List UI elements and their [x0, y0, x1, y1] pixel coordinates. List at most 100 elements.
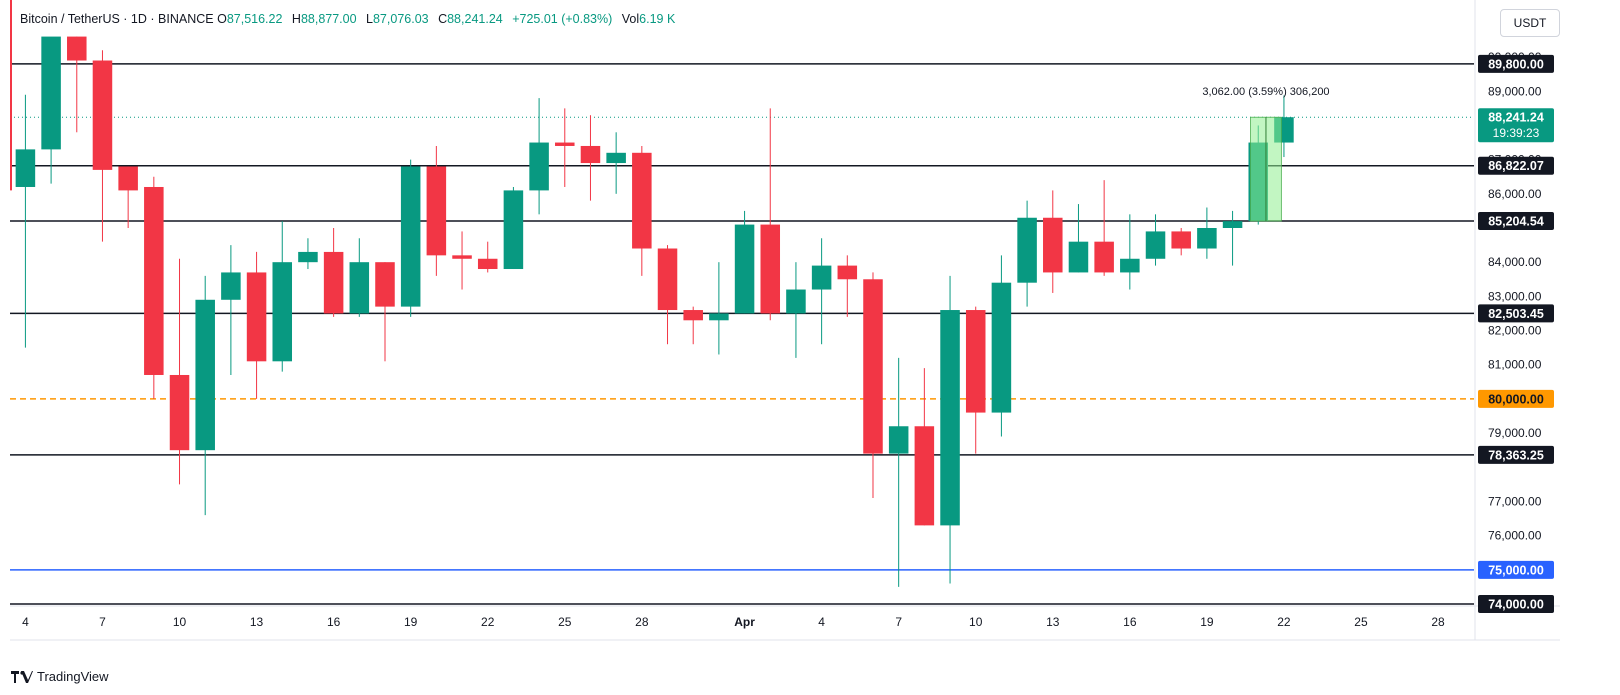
candle-body[interactable] [734, 224, 755, 314]
y-tick-label: 77,000.00 [1488, 494, 1542, 508]
x-tick-label: 10 [969, 615, 983, 629]
candle-body[interactable] [1197, 228, 1217, 249]
candle-body[interactable] [1145, 231, 1166, 259]
change-value: +725.01 (+0.83%) [512, 12, 613, 26]
candle-body[interactable] [221, 272, 241, 300]
candle-body[interactable] [529, 142, 549, 191]
price-tag [1478, 595, 1554, 613]
candle-body[interactable] [555, 142, 575, 146]
y-tick-label: 89,000.00 [1488, 84, 1542, 98]
candle-body[interactable] [606, 152, 626, 164]
x-tick-label: 7 [895, 615, 902, 629]
candle-body[interactable] [375, 262, 395, 307]
candle-body[interactable] [477, 258, 498, 270]
x-tick-label: 16 [327, 615, 341, 629]
open-value: 87,516.22 [226, 12, 283, 26]
candle-body[interactable] [940, 310, 960, 526]
candle-body[interactable] [1043, 217, 1063, 273]
x-tick-label: 16 [1123, 615, 1137, 629]
candle-body[interactable] [144, 186, 164, 375]
y-tick-label: 83,000.00 [1488, 289, 1542, 303]
candle-body[interactable] [118, 166, 138, 191]
last-price-label: 88,241.24 [1488, 111, 1544, 125]
candle-body[interactable] [323, 251, 344, 314]
price-tag [1478, 54, 1554, 73]
candle-body[interactable] [298, 251, 318, 263]
candle-body[interactable] [888, 426, 909, 454]
low-value: 87,076.03 [372, 12, 429, 26]
volume-value: 6.19 K [639, 12, 676, 26]
candle-body[interactable] [580, 145, 601, 164]
candle-body[interactable] [246, 272, 267, 362]
currency-selector[interactable]: USDT [1500, 9, 1560, 37]
candle-body[interactable] [965, 310, 986, 413]
x-tick-label: 13 [1046, 615, 1060, 629]
candle-body[interactable] [683, 310, 703, 321]
candle-body[interactable] [914, 426, 935, 526]
candle-body[interactable] [1017, 217, 1037, 283]
y-tick-label: 82,000.00 [1488, 324, 1542, 338]
price-tag [1478, 212, 1554, 231]
x-tick-label: 25 [1354, 615, 1368, 629]
candle-body[interactable] [426, 166, 447, 256]
close-value: 88,241.24 [447, 12, 503, 26]
candle-body[interactable] [1171, 231, 1191, 249]
open-label: O [217, 12, 227, 26]
candle-body[interactable] [452, 255, 472, 259]
x-tick-label: 4 [22, 615, 29, 629]
y-tick-label: 81,000.00 [1488, 358, 1542, 372]
measure-label: 3,062.00 (3.59%) 306,200 [1202, 86, 1329, 98]
candle-body[interactable] [503, 190, 524, 270]
symbol-title[interactable]: Bitcoin / TetherUS · 1D · BINANCE [20, 12, 214, 26]
candle-body[interactable] [657, 248, 678, 311]
candle-body[interactable] [1094, 241, 1114, 273]
candle-body[interactable] [349, 262, 370, 314]
high-value: 88,877.00 [300, 12, 357, 26]
price-tag [1478, 304, 1554, 323]
price-tag [1478, 389, 1554, 408]
price-tag-label: 85,204.54 [1488, 215, 1544, 229]
x-tick-label: 7 [99, 615, 106, 629]
candle-body[interactable] [15, 149, 36, 187]
candle-body[interactable] [195, 299, 215, 451]
tradingview-icon [11, 670, 33, 683]
candle-body[interactable] [709, 313, 729, 321]
high-label: H [291, 12, 301, 26]
x-tick-label: 25 [558, 615, 572, 629]
candle-body[interactable] [41, 36, 61, 150]
y-tick-label: 76,000.00 [1488, 529, 1542, 543]
candle-body[interactable] [1222, 221, 1243, 228]
tradingview-logo[interactable]: TradingView [11, 669, 109, 684]
x-tick-label: 28 [1431, 615, 1445, 629]
price-tag-label: 86,822.07 [1488, 159, 1544, 173]
price-tag-label: 78,363.25 [1488, 448, 1544, 462]
last-price-tag [1478, 108, 1554, 143]
price-tag-label: 80,000.00 [1488, 392, 1544, 406]
x-tick-label: 10 [173, 615, 187, 629]
close-label: C [438, 12, 448, 26]
candle-body[interactable] [400, 166, 421, 307]
price-tag [1478, 560, 1554, 579]
candle-body[interactable] [67, 36, 87, 61]
low-label: L [366, 12, 373, 26]
candle-body[interactable] [632, 152, 652, 249]
price-tag-label: 82,503.45 [1488, 307, 1544, 321]
candle-body[interactable] [991, 282, 1012, 413]
candle-body[interactable] [863, 279, 883, 454]
countdown-label: 19:39:23 [1493, 126, 1540, 140]
candle-body[interactable] [92, 60, 113, 170]
x-tick-label: Apr [734, 615, 755, 629]
candle-body[interactable] [760, 224, 781, 314]
candle-body[interactable] [169, 374, 190, 451]
candle-body[interactable] [1120, 258, 1140, 273]
candle-body[interactable] [811, 265, 832, 290]
x-tick-label: 19 [1200, 615, 1214, 629]
volume-label: Vol [621, 12, 640, 26]
brand-text: TradingView [37, 669, 109, 684]
candle-body[interactable] [272, 262, 293, 362]
candle-body[interactable] [837, 265, 858, 280]
candle-body[interactable] [1068, 241, 1089, 273]
candle-body[interactable] [786, 289, 806, 314]
x-tick-label: 22 [481, 615, 495, 629]
